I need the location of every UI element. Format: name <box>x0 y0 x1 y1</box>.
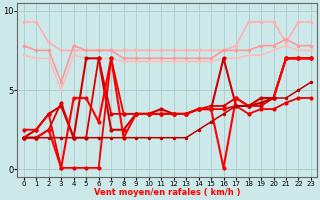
X-axis label: Vent moyen/en rafales ( km/h ): Vent moyen/en rafales ( km/h ) <box>94 188 241 197</box>
